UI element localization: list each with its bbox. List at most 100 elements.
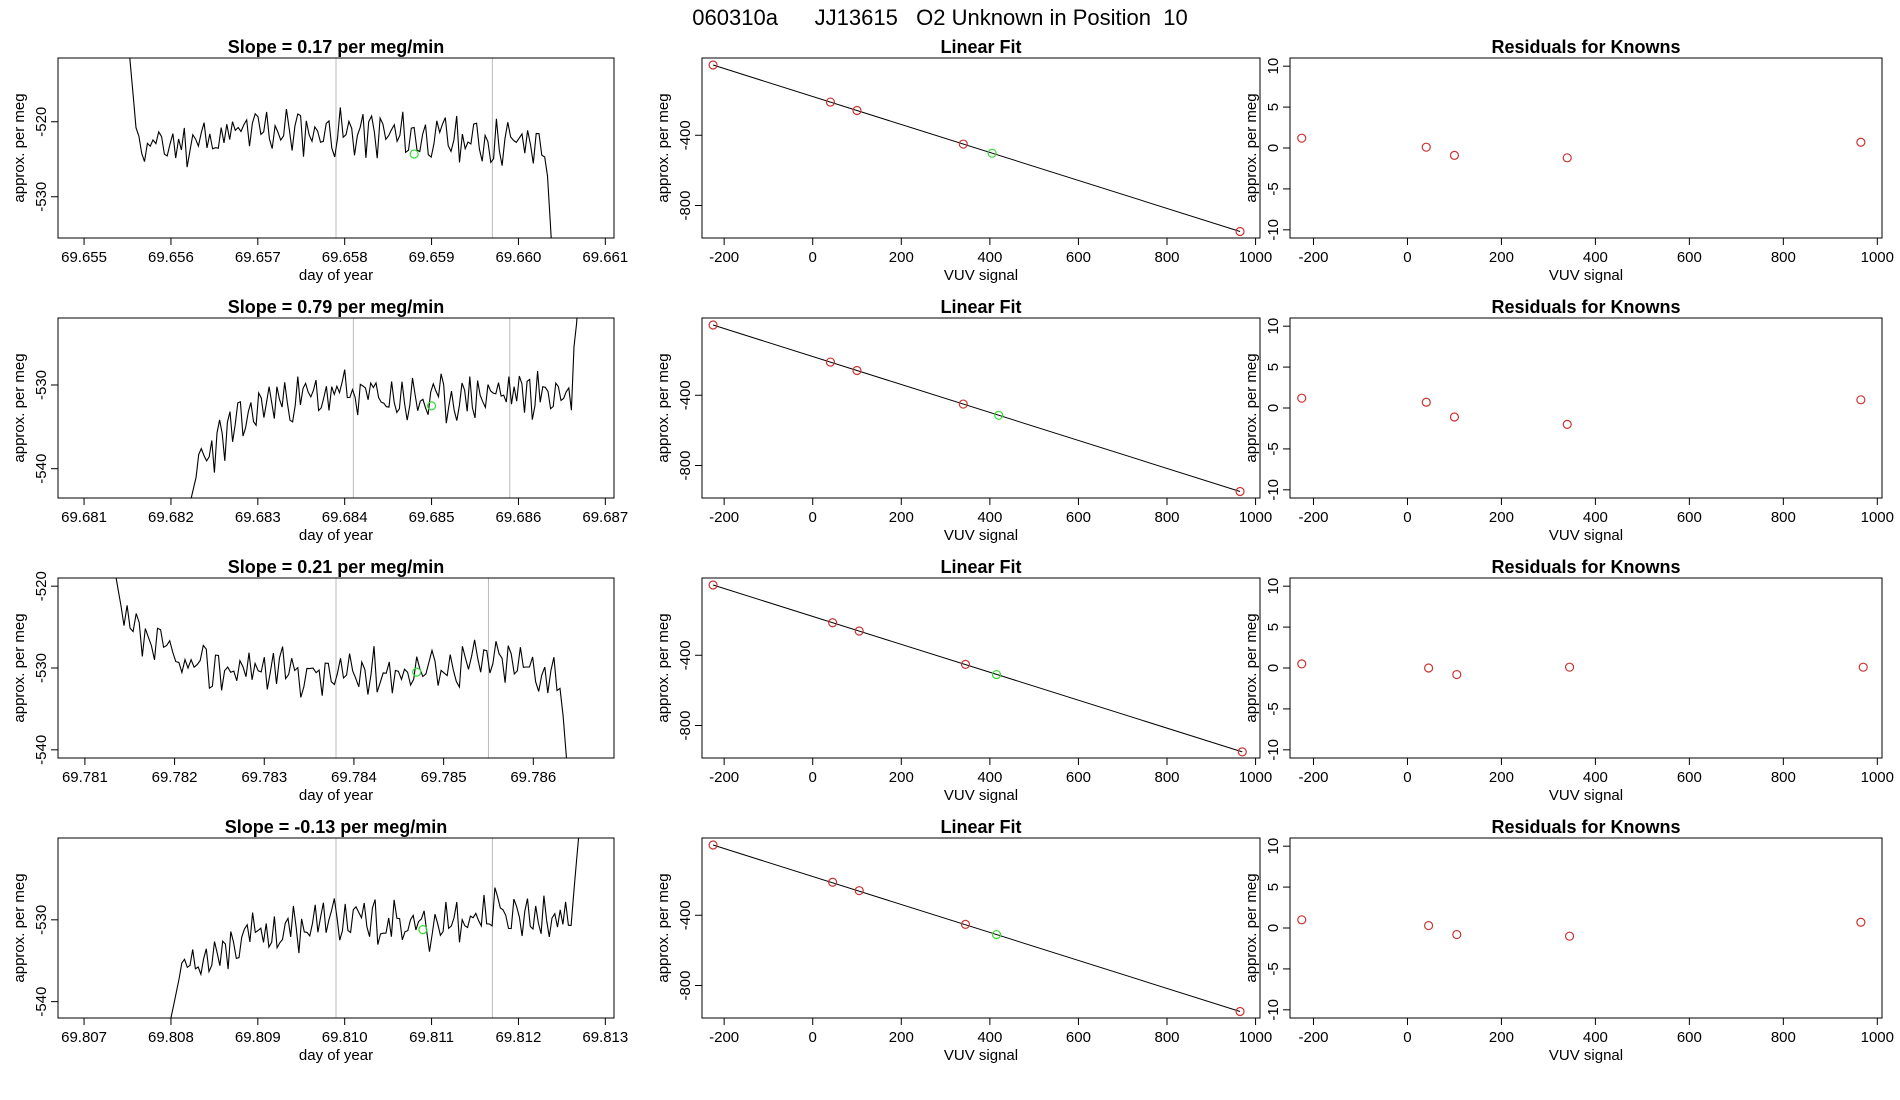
x-axis-label: day of year	[299, 1047, 373, 1064]
known-point	[1235, 1006, 1245, 1017]
known-point	[708, 60, 718, 70]
y-axis-label: approx. per meg	[1243, 873, 1260, 982]
y-tick-label: 0	[1265, 404, 1282, 412]
y-axis-label: approx. per meg	[655, 873, 672, 982]
y-tick-label: -10	[1265, 219, 1282, 241]
known-point	[854, 886, 864, 896]
x-axis-label: VUV signal	[1549, 267, 1623, 284]
panel-title: Residuals for Knowns	[1491, 37, 1680, 57]
x-tick-label: 69.684	[322, 509, 368, 526]
known-point	[1237, 747, 1247, 757]
y-tick-label: 5	[1265, 103, 1282, 111]
y-tick-label: 10	[1265, 578, 1282, 595]
y-tick-label: -10	[1265, 999, 1282, 1021]
x-tick-label: 1000	[1861, 249, 1894, 266]
x-tick-label: 69.810	[322, 1029, 368, 1046]
known-point	[958, 399, 968, 409]
x-tick-label: 0	[1403, 249, 1411, 266]
x-tick-label: 69.661	[582, 249, 628, 266]
y-tick-label: 10	[1265, 318, 1282, 335]
known-point	[708, 580, 718, 590]
known-point	[1564, 931, 1575, 941]
x-tick-label: 400	[1583, 769, 1608, 786]
y-tick-label: -530	[33, 182, 50, 212]
panel-row4-linear-fit: Linear Fit -200 0 200 400 600 800 1000 -400 -800 V…	[655, 817, 1272, 1064]
x-tick-label: -200	[1298, 509, 1328, 526]
x-axis-label: day of year	[299, 527, 373, 544]
x-tick-label: 1000	[1239, 769, 1272, 786]
x-tick-label: 0	[809, 1029, 817, 1046]
chart-grid: Slope = 0.17 per meg/min 69.655 69.656 69.6…	[11, 37, 1894, 1064]
fit-line	[712, 844, 1241, 1012]
y-tick-label: -5	[1265, 962, 1282, 975]
plot-frame	[701, 317, 1261, 499]
x-tick-label: 800	[1154, 249, 1179, 266]
fit-line	[712, 584, 1243, 753]
x-tick-label: 800	[1154, 509, 1179, 526]
known-point	[1856, 395, 1866, 405]
known-point	[825, 357, 836, 367]
known-point	[960, 659, 971, 670]
x-tick-label: 400	[977, 1029, 1002, 1046]
x-tick-label: 69.781	[62, 769, 108, 786]
x-tick-label: 0	[809, 509, 817, 526]
known-point	[854, 626, 864, 636]
plot-frame	[1289, 57, 1883, 239]
x-tick-label: 69.783	[241, 769, 287, 786]
x-tick-label: 69.659	[409, 249, 455, 266]
plot-frame	[701, 57, 1261, 239]
panel-row4-time-series: Slope = -0.13 per meg/min 69.807 69.808 69.…	[11, 817, 628, 1064]
panel-title: Slope = 0.21 per meg/min	[228, 557, 445, 577]
x-tick-label: 800	[1154, 769, 1179, 786]
x-axis-label: VUV signal	[1549, 1047, 1623, 1064]
y-tick-label: 5	[1265, 363, 1282, 371]
y-axis-label: approx. per meg	[655, 93, 672, 202]
x-tick-label: 69.656	[148, 249, 194, 266]
known-point	[1452, 669, 1462, 680]
x-tick-label: 200	[889, 769, 914, 786]
y-tick-label: -800	[677, 710, 694, 740]
unknown-point	[991, 669, 1002, 680]
x-tick-label: 600	[1066, 1029, 1091, 1046]
x-tick-label: -200	[1298, 769, 1328, 786]
y-tick-label: -800	[677, 190, 694, 220]
known-point	[1856, 917, 1866, 927]
x-tick-label: 69.811	[409, 1029, 454, 1046]
panel-row1-linear-fit: Linear Fit -200 0 200 400 600 800 1000 -400 -800 V…	[655, 37, 1272, 284]
x-axis-label: VUV signal	[1549, 787, 1623, 804]
panel-title: Residuals for Knowns	[1491, 557, 1680, 577]
plot-area	[129, 58, 552, 238]
y-tick-label: -5	[1265, 182, 1282, 195]
y-axis-label: approx. per meg	[11, 613, 28, 722]
panel-row2-residuals: Residuals for Knowns-200 0 200 400 600 800 100…	[1243, 297, 1894, 544]
x-tick-label: -200	[1298, 249, 1328, 266]
x-tick-label: 400	[977, 769, 1002, 786]
x-axis-label: VUV signal	[944, 267, 1018, 284]
plot-area	[190, 318, 578, 498]
plot-frame	[1289, 317, 1883, 499]
panel-row4-residuals: Residuals for Knowns-200 0 200 400 600 800 100…	[1243, 817, 1894, 1064]
panel-title: Linear Fit	[940, 557, 1021, 577]
y-axis-label: approx. per meg	[1243, 93, 1260, 202]
plot-area	[1297, 915, 1866, 941]
position-number: 10	[1163, 5, 1187, 30]
y-tick-label: -530	[33, 370, 50, 400]
x-tick-label: 600	[1066, 249, 1091, 266]
x-tick-label: 69.782	[152, 769, 198, 786]
y-tick-label: -520	[33, 107, 50, 137]
known-point	[708, 840, 718, 850]
x-tick-label: 400	[977, 509, 1002, 526]
y-tick-label: -5	[1265, 442, 1282, 455]
y-tick-label: -530	[33, 653, 50, 683]
x-axis-label: VUV signal	[1549, 527, 1623, 544]
y-tick-label: 0	[1265, 924, 1282, 932]
known-point	[1562, 419, 1572, 429]
y-tick-label: -540	[33, 735, 50, 765]
x-tick-label: 600	[1677, 769, 1702, 786]
x-tick-label: 0	[1403, 509, 1411, 526]
plot-frame	[57, 577, 615, 759]
known-point	[1424, 920, 1434, 931]
y-tick-label: -5	[1265, 702, 1282, 715]
known-point	[958, 139, 968, 149]
y-axis-label: approx. per meg	[655, 353, 672, 462]
